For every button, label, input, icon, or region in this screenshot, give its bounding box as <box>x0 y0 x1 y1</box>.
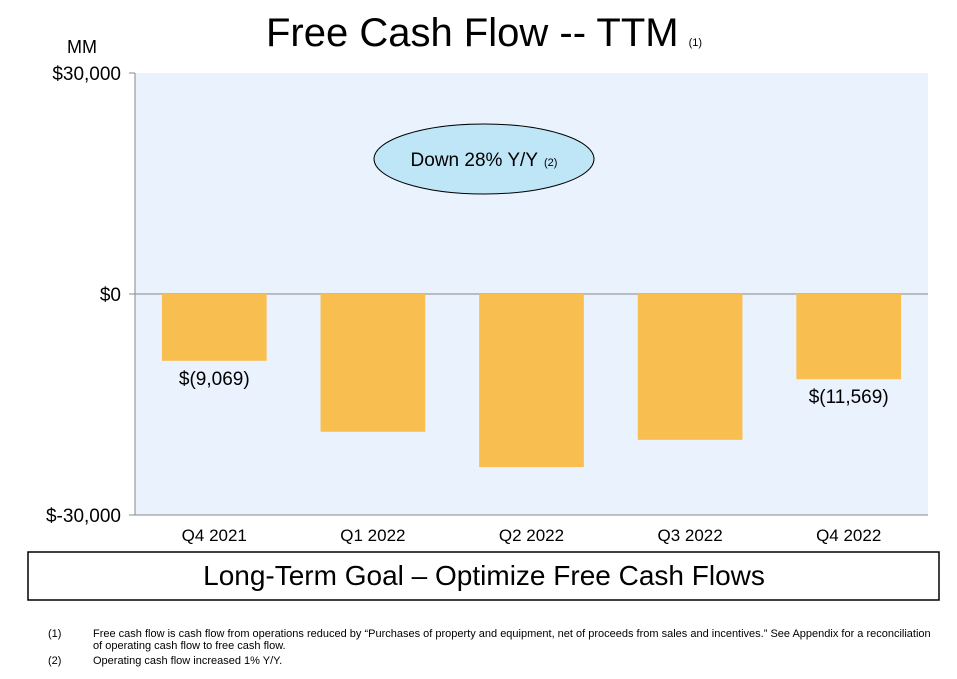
chart-title: Free Cash Flow -- TTM (1) <box>266 11 702 55</box>
marks: $30,000 $0 $-30,000 Q4 2021 $(9,069) Q1 2022 Q… <box>46 64 928 545</box>
x-tick-label: Q4 2022 <box>816 526 881 545</box>
y-tick-label: $0 <box>100 285 121 306</box>
value-label: $(9,069) <box>179 369 250 390</box>
bar <box>320 294 426 432</box>
y-tick-label: $30,000 <box>52 64 121 85</box>
bar <box>637 294 743 440</box>
footnote: (2) Operating cash flow increased 1% Y/Y. <box>0 655 957 667</box>
title-note: (1) <box>689 37 702 49</box>
footnote-text: Free cash flow is cash flow from operati… <box>93 628 931 652</box>
title-text: Free Cash Flow -- TTM <box>266 11 679 55</box>
footnote: (1) Free cash flow is cash flow from oper… <box>0 628 957 652</box>
y-axis-label: MM <box>67 37 97 57</box>
bar <box>796 294 902 380</box>
footnote-number: (1) <box>48 628 62 640</box>
goal-box <box>27 551 940 601</box>
y-tick-label: $-30,000 <box>46 506 121 527</box>
bar <box>479 294 584 468</box>
goal-text: Long-Term Goal – Optimize Free Cash Flow… <box>203 560 765 591</box>
footnote-text: Operating cash flow increased 1% Y/Y. <box>93 655 283 667</box>
annotation: Down 28% Y/Y (2) <box>411 150 558 171</box>
annotation-text: Down 28% Y/Y <box>411 150 539 171</box>
chart: Free Cash Flow -- TTM (1) MM Down 28% Y/Y… <box>27 11 940 601</box>
annotation-bubble <box>373 123 595 195</box>
x-tick-label: Q2 2022 <box>499 526 564 545</box>
bar <box>161 294 267 361</box>
value-label: $(11,569) <box>809 387 889 408</box>
x-tick-label: Q4 2021 <box>182 526 247 545</box>
x-tick-label: Q1 2022 <box>340 526 405 545</box>
x-tick-label: Q3 2022 <box>657 526 722 545</box>
footnotes: (1) Free cash flow is cash flow from oper… <box>0 628 957 670</box>
footnote-number: (2) <box>48 655 62 667</box>
annotation-note: (2) <box>544 157 557 169</box>
